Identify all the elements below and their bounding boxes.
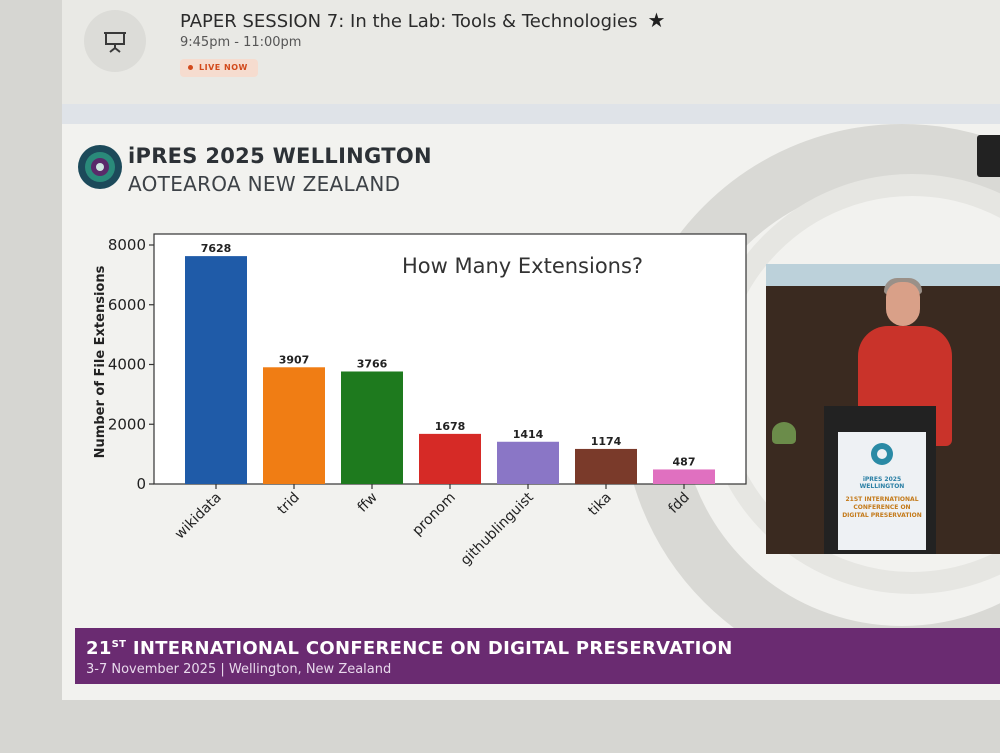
chart-title: How Many Extensions? (402, 254, 644, 278)
y-tick-label: 0 (136, 475, 146, 493)
conference-place: AOTEAROA NEW ZEALAND (128, 172, 401, 196)
lectern-line1: iPRES 2025 WELLINGTON (859, 476, 905, 490)
session-time: 9:45pm - 11:00pm (180, 35, 302, 50)
bar-value-label: 1174 (591, 435, 622, 448)
bar-value-label: 3766 (357, 357, 388, 370)
live-dot-icon (188, 65, 193, 70)
lectern-line4: DIGITAL PRESERVATION (842, 512, 922, 519)
bar-ffw (341, 371, 403, 484)
speaker-video: iPRES 2025 WELLINGTON 21ST INTERNATIONAL… (766, 264, 1000, 554)
x-tick-label: tika (585, 490, 615, 520)
video-top-bar (766, 264, 1000, 286)
bar-value-label: 7628 (201, 242, 232, 255)
bar-fdd (653, 469, 715, 484)
session-title[interactable]: PAPER SESSION 7: In the Lab: Tools & Tec… (180, 8, 665, 32)
speaker-head (886, 282, 920, 326)
footer-title-number: 21 (86, 638, 112, 659)
live-badge-label: LIVE NOW (199, 63, 248, 72)
presentation-slide: iPRES 2025 WELLINGTON AOTEAROA NEW ZEALA… (62, 104, 1000, 700)
bar-value-label: 3907 (279, 353, 310, 366)
presentation-board-icon-glyph (104, 32, 126, 53)
side-panel-toggle[interactable] (977, 135, 1000, 177)
footer-title-text: INTERNATIONAL CONFERENCE ON DIGITAL PRES… (126, 638, 733, 659)
live-now-badge: LIVE NOW (180, 59, 258, 77)
y-axis: 0 2000 4000 6000 8000 (108, 236, 154, 493)
y-tick-label: 6000 (108, 296, 146, 314)
y-tick-label: 2000 (108, 415, 146, 433)
bar-value-label: 1678 (435, 420, 466, 433)
bar-series: 7628 3907 3766 1678 1414 1174 487 (185, 242, 715, 484)
bar-pronom (419, 433, 481, 484)
bar-chart: 0 2000 4000 6000 8000 7628 3907 3766 1678 1414 11… (93, 233, 747, 569)
conference-footer (75, 628, 1000, 684)
bar-value-label: 1414 (513, 428, 544, 441)
y-tick-label: 8000 (108, 236, 146, 254)
lectern-line3: CONFERENCE ON (853, 504, 911, 511)
bar-tika (575, 448, 637, 484)
bar-value-label: 487 (673, 455, 696, 468)
star-icon[interactable]: ★ (647, 8, 666, 32)
x-tick-label: githublinguist (458, 489, 538, 569)
x-tick-label: fdd (665, 490, 692, 517)
footer-subtitle: 3-7 November 2025 | Wellington, New Zeal… (86, 662, 392, 677)
presentation-board-icon[interactable] (84, 10, 146, 72)
slide-top-band (62, 104, 1000, 124)
y-tick-label: 4000 (108, 356, 146, 374)
y-axis-label: Number of File Extensions (93, 265, 108, 458)
lectern-line2: 21ST INTERNATIONAL (845, 496, 919, 503)
x-tick-label: wikidata (172, 490, 225, 543)
footer-title-ordinal: ST (111, 639, 127, 650)
ipres-logo (78, 145, 122, 189)
session-header: PAPER SESSION 7: In the Lab: Tools & Tec… (62, 0, 1000, 104)
x-tick-label: ffw (355, 490, 381, 516)
session-title-text[interactable]: PAPER SESSION 7: In the Lab: Tools & Tec… (180, 11, 638, 32)
conference-name: iPRES 2025 WELLINGTON (128, 144, 432, 168)
bar-trid (263, 367, 325, 484)
plant-decoration (772, 422, 796, 444)
bar-wikidata (185, 256, 247, 484)
bar-githublinguist (497, 441, 559, 484)
x-tick-label: trid (275, 490, 303, 518)
footer-title: 21ST INTERNATIONAL CONFERENCE ON DIGITAL… (86, 638, 733, 659)
x-tick-label: pronom (409, 490, 458, 539)
lectern-logo (871, 443, 893, 465)
